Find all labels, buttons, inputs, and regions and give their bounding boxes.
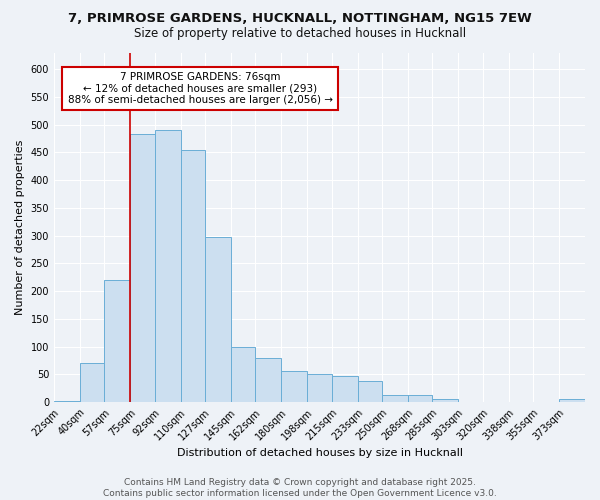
Text: Contains HM Land Registry data © Crown copyright and database right 2025.
Contai: Contains HM Land Registry data © Crown c… bbox=[103, 478, 497, 498]
Bar bbox=[231, 346, 256, 402]
Bar bbox=[281, 370, 307, 402]
X-axis label: Distribution of detached houses by size in Hucknall: Distribution of detached houses by size … bbox=[176, 448, 463, 458]
Bar bbox=[130, 134, 155, 402]
Bar bbox=[433, 400, 458, 402]
Bar bbox=[307, 374, 332, 402]
Bar bbox=[155, 130, 181, 402]
Y-axis label: Number of detached properties: Number of detached properties bbox=[15, 140, 25, 315]
Bar bbox=[382, 395, 408, 402]
Bar bbox=[104, 280, 130, 402]
Text: 7, PRIMROSE GARDENS, HUCKNALL, NOTTINGHAM, NG15 7EW: 7, PRIMROSE GARDENS, HUCKNALL, NOTTINGHA… bbox=[68, 12, 532, 26]
Text: Size of property relative to detached houses in Hucknall: Size of property relative to detached ho… bbox=[134, 28, 466, 40]
Bar bbox=[408, 395, 433, 402]
Bar bbox=[256, 358, 281, 402]
Bar bbox=[205, 237, 231, 402]
Bar bbox=[358, 381, 382, 402]
Bar bbox=[559, 400, 585, 402]
Bar bbox=[54, 400, 80, 402]
Bar bbox=[80, 364, 104, 402]
Bar bbox=[181, 150, 205, 402]
Text: 7 PRIMROSE GARDENS: 76sqm
← 12% of detached houses are smaller (293)
88% of semi: 7 PRIMROSE GARDENS: 76sqm ← 12% of detac… bbox=[68, 72, 332, 105]
Bar bbox=[332, 376, 358, 402]
